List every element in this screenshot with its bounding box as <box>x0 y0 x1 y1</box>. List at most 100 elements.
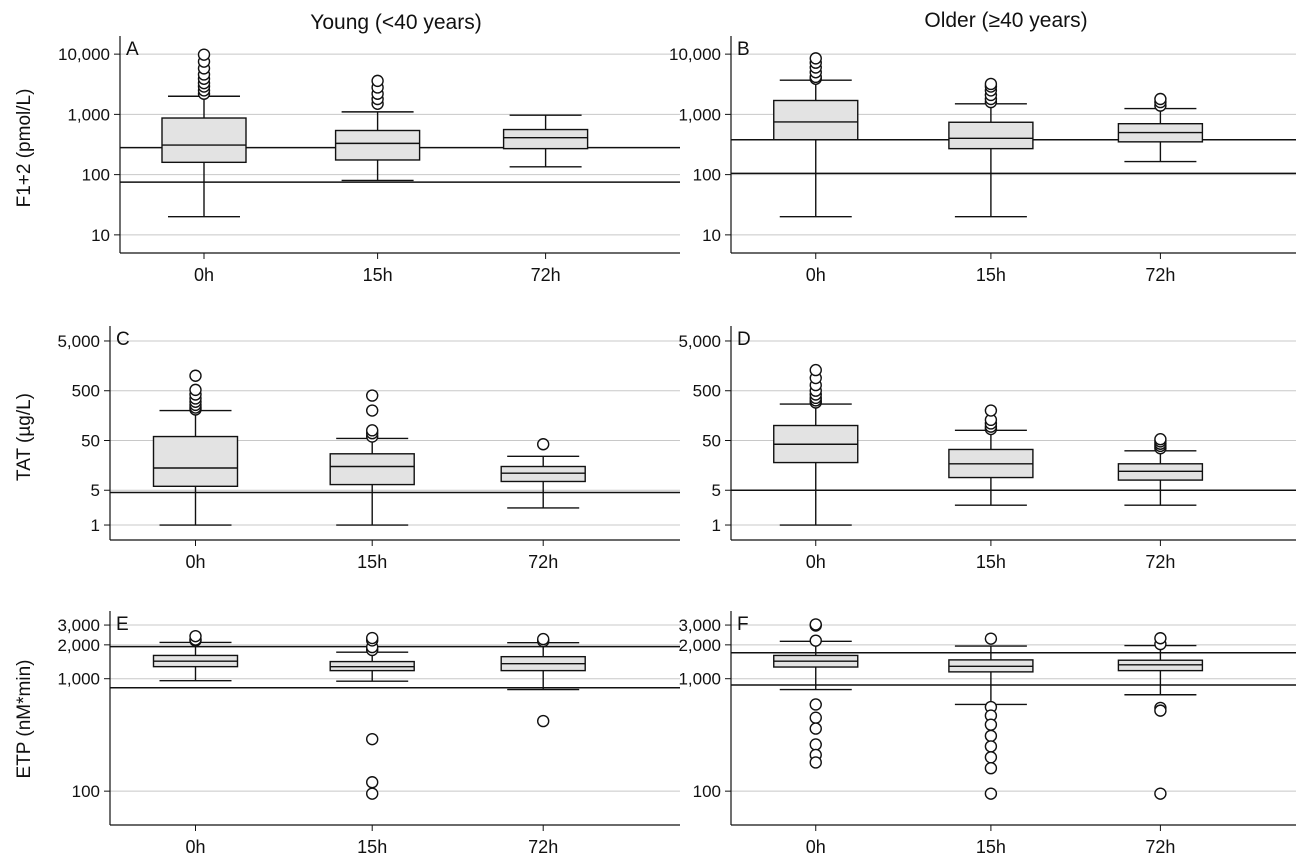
iqr-box <box>773 99 859 141</box>
outlier-point <box>366 776 379 789</box>
panel-label: F <box>737 614 749 635</box>
y-tick-label: 2,000 <box>678 636 721 655</box>
y-tick-label: 50 <box>702 431 721 450</box>
panel-label: E <box>116 614 129 635</box>
column-title-older: Older (≥40 years) <box>924 9 1087 32</box>
y-tick-label: 1 <box>712 516 721 535</box>
box-15h <box>334 74 421 182</box>
y-tick-label: 5 <box>712 481 721 500</box>
x-tick-label: 72h <box>528 837 558 857</box>
y-tick-label: 1,000 <box>678 670 721 689</box>
y-tick-label: 3,000 <box>57 616 100 635</box>
panel-A: 10 100 1,000 10,000 A 0h 15h 72h <box>58 36 680 285</box>
iqr-box <box>152 435 239 488</box>
outlier-point <box>984 404 998 417</box>
x-tick-label: 0h <box>194 265 214 285</box>
outlier-point <box>809 722 822 735</box>
x-tick-label: 0h <box>806 837 826 857</box>
outlier-point <box>1154 632 1167 645</box>
panels: 10 100 1,000 10,000 A 0h 15h 72h 10 100 1,000 10,00… <box>57 36 1296 857</box>
x-tick-label: 72h <box>1145 265 1175 285</box>
box-0h <box>152 629 239 682</box>
y-tick-label: 500 <box>72 382 100 401</box>
iqr-box <box>334 129 421 161</box>
iqr-box <box>502 128 589 150</box>
y-tick-label: 50 <box>81 431 100 450</box>
outlier-point <box>809 634 822 647</box>
outlier-point <box>984 729 998 743</box>
y-tick-label: 100 <box>693 166 721 185</box>
y-tick-label: 5 <box>91 481 100 500</box>
y-tick-label: 100 <box>693 782 721 801</box>
column-title-young: Young (<40 years) <box>310 11 481 34</box>
outlier-point <box>371 74 384 88</box>
y-tick-label: 3,000 <box>678 616 721 635</box>
box-0h <box>773 363 859 526</box>
y-tick-label: 1 <box>91 516 100 535</box>
box-15h <box>948 404 1034 506</box>
outlier-point <box>366 787 379 800</box>
panel-label: B <box>737 39 750 60</box>
x-tick-label: 15h <box>976 837 1006 857</box>
panel-B: 10 100 1,000 10,000 B 0h 15h 72h <box>669 36 1296 285</box>
outlier-point <box>366 424 379 437</box>
outlier-point <box>537 714 550 728</box>
box-72h <box>500 438 586 509</box>
y-tick-label: 1,000 <box>678 105 721 124</box>
x-tick-label: 0h <box>185 837 205 857</box>
x-tick-label: 72h <box>528 552 558 572</box>
outlier-point <box>189 629 202 643</box>
iqr-box <box>500 465 586 483</box>
panel-label: A <box>126 39 139 60</box>
x-tick-label: 15h <box>357 837 387 857</box>
panel-label: C <box>116 329 130 350</box>
iqr-box <box>948 121 1034 150</box>
x-tick-label: 15h <box>976 552 1006 572</box>
y-tick-label: 10 <box>702 226 721 245</box>
outlier-point <box>366 631 379 645</box>
outlier-point <box>189 383 202 397</box>
outlier-point <box>984 751 998 764</box>
outlier-point <box>197 48 211 61</box>
outlier-point <box>984 718 998 731</box>
y-tick-label: 100 <box>82 166 110 185</box>
outlier-point <box>809 711 822 724</box>
outlier-point <box>809 756 822 769</box>
x-tick-label: 0h <box>806 265 826 285</box>
y-tick-label: 5,000 <box>678 332 721 351</box>
outlier-point <box>809 363 822 377</box>
y-tick-label: 5,000 <box>57 332 100 351</box>
x-tick-label: 0h <box>185 552 205 572</box>
iqr-box <box>161 117 247 164</box>
outlier-point <box>366 389 379 402</box>
x-tick-label: 72h <box>1145 552 1175 572</box>
y-tick-label: 1,000 <box>67 105 110 124</box>
outlier-point <box>809 738 822 751</box>
outlier-point <box>984 740 998 753</box>
box-72h <box>1117 92 1204 163</box>
outlier-point <box>984 761 998 775</box>
x-tick-label: 72h <box>1145 837 1175 857</box>
x-tick-label: 0h <box>806 552 826 572</box>
y-tick-label: 100 <box>72 782 100 801</box>
outlier-point <box>1154 704 1167 717</box>
box-15h <box>948 632 1034 800</box>
y-tick-label: 2,000 <box>57 636 100 655</box>
box-72h <box>500 632 586 728</box>
panel-label: D <box>737 329 751 350</box>
box-0h <box>773 618 859 769</box>
outlier-point <box>984 787 998 800</box>
row-ylabel-tat: TAT (µg/L) <box>14 393 35 481</box>
outlier-point <box>809 618 822 631</box>
box-15h <box>329 389 415 526</box>
row-ylabel-etp: ETP (nM*min) <box>14 660 35 779</box>
outlier-point <box>366 732 379 746</box>
x-tick-label: 15h <box>363 265 393 285</box>
outlier-point <box>366 404 379 417</box>
row-ylabel-f12: F1+2 (pmol/L) <box>14 89 35 208</box>
panel-C: 1 5 50 500 5,000 C 0h 15h 72h <box>57 326 680 572</box>
x-tick-label: 72h <box>531 265 561 285</box>
